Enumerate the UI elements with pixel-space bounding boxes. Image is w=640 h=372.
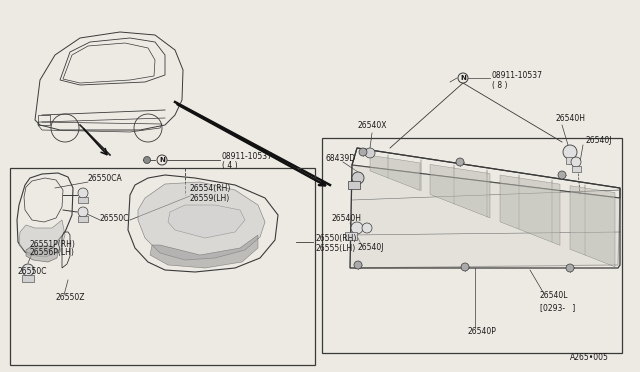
Circle shape bbox=[22, 264, 34, 276]
Text: ( 4 ): ( 4 ) bbox=[222, 160, 237, 170]
Circle shape bbox=[362, 223, 372, 233]
Text: 26555(LH): 26555(LH) bbox=[315, 244, 355, 253]
Text: 08911-10537: 08911-10537 bbox=[222, 151, 273, 160]
Polygon shape bbox=[26, 246, 58, 262]
Text: 68439D: 68439D bbox=[325, 154, 355, 163]
Circle shape bbox=[456, 158, 464, 166]
Text: 26551P(RH): 26551P(RH) bbox=[30, 240, 76, 248]
Circle shape bbox=[571, 157, 581, 167]
Polygon shape bbox=[370, 155, 420, 190]
Circle shape bbox=[461, 263, 469, 271]
Text: A265•005: A265•005 bbox=[570, 353, 609, 362]
Bar bbox=[10, 168, 315, 365]
Text: 08911-10537: 08911-10537 bbox=[492, 71, 543, 80]
Polygon shape bbox=[138, 182, 265, 260]
Polygon shape bbox=[500, 175, 560, 245]
Bar bbox=[78, 197, 88, 203]
Text: 26540J: 26540J bbox=[357, 244, 383, 253]
Text: [0293-   ]: [0293- ] bbox=[540, 304, 575, 312]
Bar bbox=[22, 275, 34, 282]
Polygon shape bbox=[430, 164, 490, 218]
Text: 26550C: 26550C bbox=[100, 214, 129, 222]
Circle shape bbox=[157, 155, 167, 165]
Bar bbox=[38, 115, 50, 125]
Circle shape bbox=[558, 171, 566, 179]
Polygon shape bbox=[168, 205, 245, 238]
Bar bbox=[566, 157, 575, 164]
Bar bbox=[345, 232, 357, 240]
Bar bbox=[348, 181, 360, 189]
Polygon shape bbox=[350, 165, 620, 268]
Text: 26550Z: 26550Z bbox=[55, 294, 84, 302]
Polygon shape bbox=[570, 186, 615, 267]
Circle shape bbox=[354, 261, 362, 269]
Circle shape bbox=[351, 222, 363, 234]
Bar bbox=[78, 216, 88, 222]
Text: 26540H: 26540H bbox=[332, 214, 362, 222]
Polygon shape bbox=[150, 235, 258, 268]
Text: 26550CA: 26550CA bbox=[88, 173, 123, 183]
Text: 26540J: 26540J bbox=[585, 135, 611, 144]
Circle shape bbox=[78, 207, 88, 217]
Text: 26540P: 26540P bbox=[468, 327, 497, 337]
Bar bbox=[322, 138, 622, 353]
Text: 26556P(LH): 26556P(LH) bbox=[30, 248, 75, 257]
Circle shape bbox=[352, 172, 364, 184]
Circle shape bbox=[359, 148, 367, 156]
Circle shape bbox=[365, 148, 375, 158]
Text: 26540H: 26540H bbox=[555, 113, 585, 122]
Text: 26550(RH): 26550(RH) bbox=[315, 234, 356, 243]
Circle shape bbox=[563, 145, 577, 159]
Polygon shape bbox=[19, 220, 65, 257]
Text: ( 8 ): ( 8 ) bbox=[492, 80, 508, 90]
Text: N: N bbox=[159, 157, 165, 163]
Text: 26540L: 26540L bbox=[540, 291, 568, 299]
Circle shape bbox=[143, 157, 150, 164]
Bar bbox=[572, 166, 581, 172]
Circle shape bbox=[78, 188, 88, 198]
Circle shape bbox=[566, 264, 574, 272]
Text: 26540X: 26540X bbox=[358, 121, 387, 129]
Text: 26550C: 26550C bbox=[18, 267, 47, 276]
Text: N: N bbox=[460, 75, 466, 81]
Circle shape bbox=[458, 73, 468, 83]
Text: 26554(RH): 26554(RH) bbox=[190, 183, 232, 192]
Text: 26559(LH): 26559(LH) bbox=[190, 193, 230, 202]
